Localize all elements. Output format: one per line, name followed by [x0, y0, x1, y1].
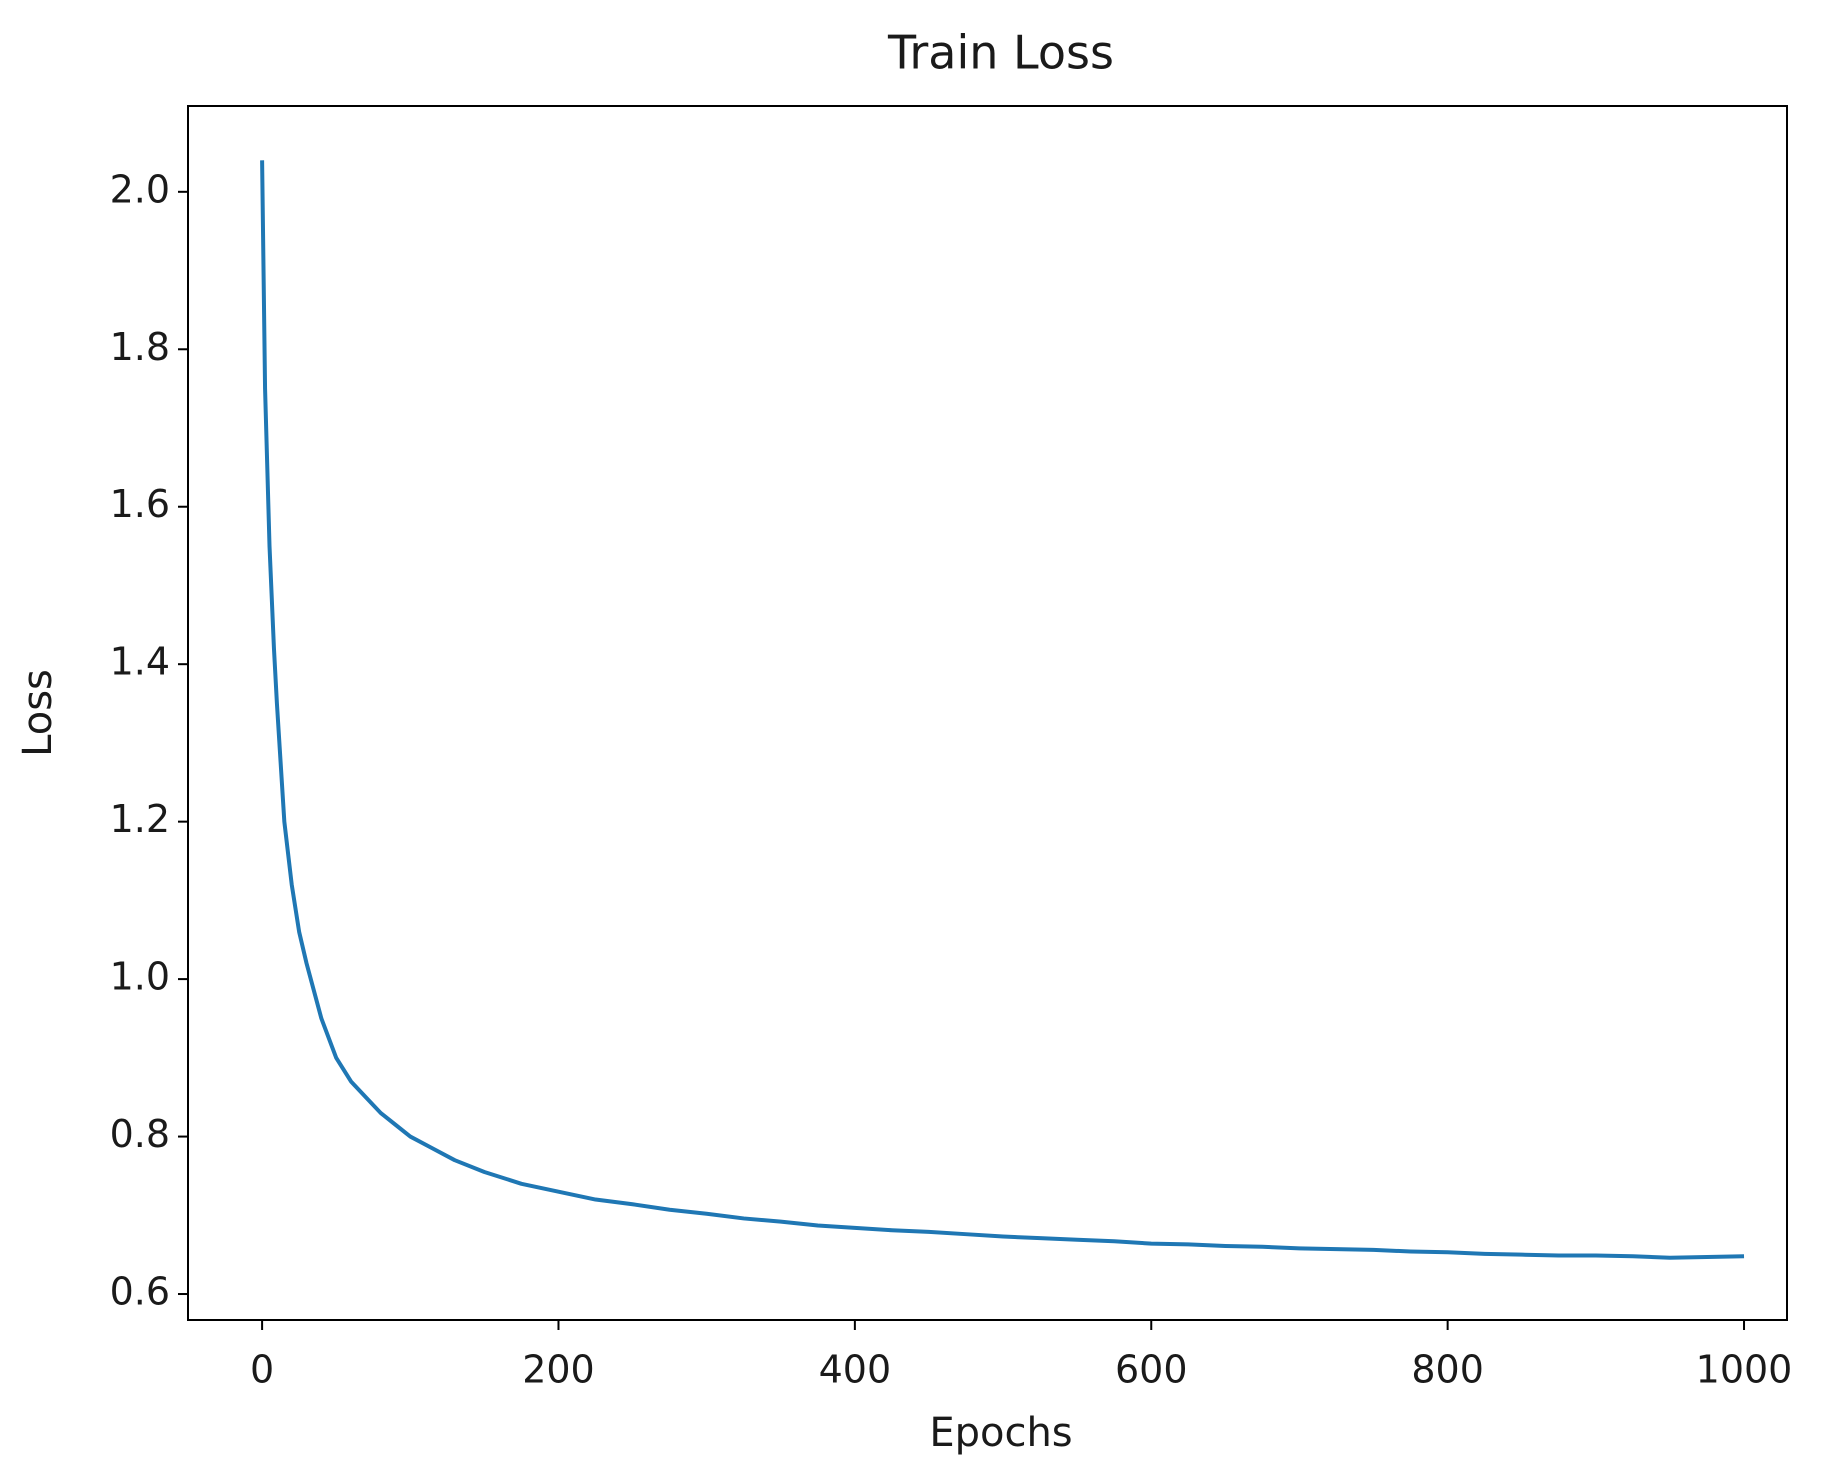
y-tick-label: 2.0 [110, 167, 170, 211]
y-tick-label: 1.2 [110, 797, 170, 841]
loss-line [260, 160, 1745, 1260]
y-tick-label: 0.8 [110, 1112, 170, 1156]
x-axis-label: Epochs [929, 1410, 1072, 1456]
y-tick-label: 1.0 [110, 955, 170, 999]
y-tick-label: 1.6 [110, 482, 170, 526]
x-tick-label: 0 [250, 1348, 274, 1392]
y-axis-label: Loss [15, 669, 61, 757]
y-tick-label: 1.8 [110, 325, 170, 369]
y-tick-label: 1.4 [110, 640, 170, 684]
chart-title: Train Loss [887, 26, 1114, 80]
x-tick-label: 200 [522, 1348, 595, 1392]
x-tick-label: 1000 [1696, 1348, 1793, 1392]
x-tick-label: 800 [1411, 1348, 1484, 1392]
plot-frame [187, 105, 1788, 1321]
x-tick-label: 400 [819, 1348, 892, 1392]
x-tick-label: 600 [1115, 1348, 1188, 1392]
y-tick-label: 0.6 [110, 1270, 170, 1314]
